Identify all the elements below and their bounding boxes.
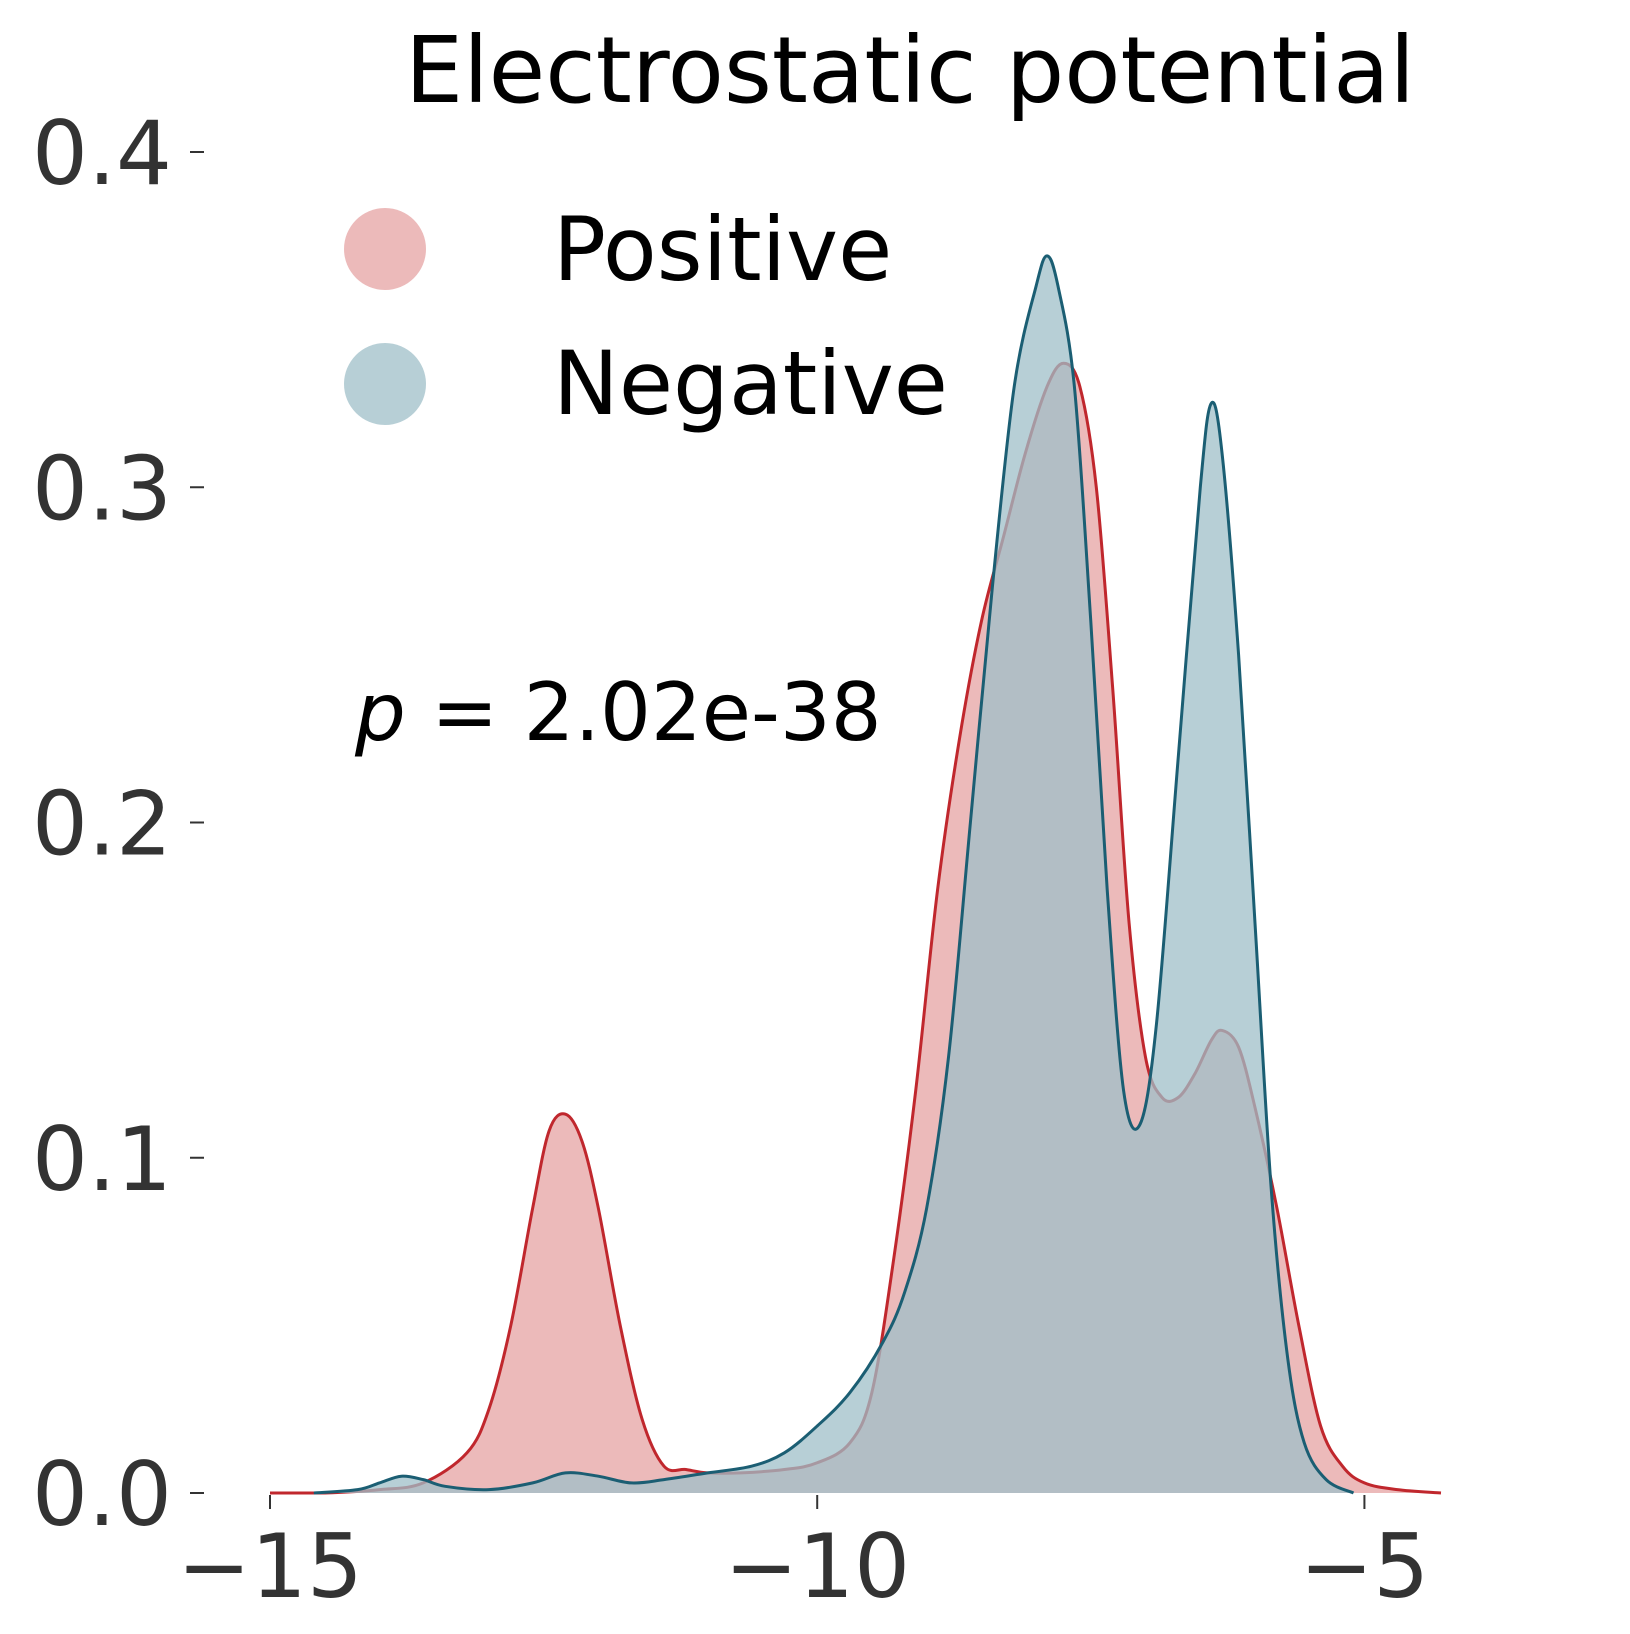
p-value-text: = 2.02e-38 <box>406 666 882 759</box>
p-value-annotation: p = 2.02e-38 <box>354 666 882 759</box>
x-tick-label: −10 <box>724 1515 910 1618</box>
y-tick-label: 0.2 <box>32 773 172 876</box>
legend-label-negative: Negative <box>553 332 948 435</box>
legend-swatch-negative <box>344 343 426 425</box>
plot-area <box>270 254 1442 1495</box>
p-symbol: p <box>354 666 406 759</box>
legend: Positive Negative <box>344 198 948 435</box>
x-tick-label: −15 <box>177 1515 363 1618</box>
y-axis: 0.0 0.1 0.2 0.3 0.4 <box>32 102 204 1546</box>
line-negative <box>313 254 1355 1495</box>
area-negative <box>313 255 1354 1493</box>
legend-swatch-positive <box>344 208 426 290</box>
y-tick-label: 0.4 <box>32 102 172 205</box>
x-axis: −15 −10 −5 <box>177 1495 1429 1618</box>
x-tick-label: −5 <box>1300 1515 1430 1618</box>
y-tick-label: 0.3 <box>32 437 172 540</box>
legend-label-positive: Positive <box>553 198 892 301</box>
chart-title: Electrostatic potential <box>405 17 1415 124</box>
y-tick-label: 0.0 <box>32 1443 172 1546</box>
y-tick-label: 0.1 <box>32 1108 172 1211</box>
